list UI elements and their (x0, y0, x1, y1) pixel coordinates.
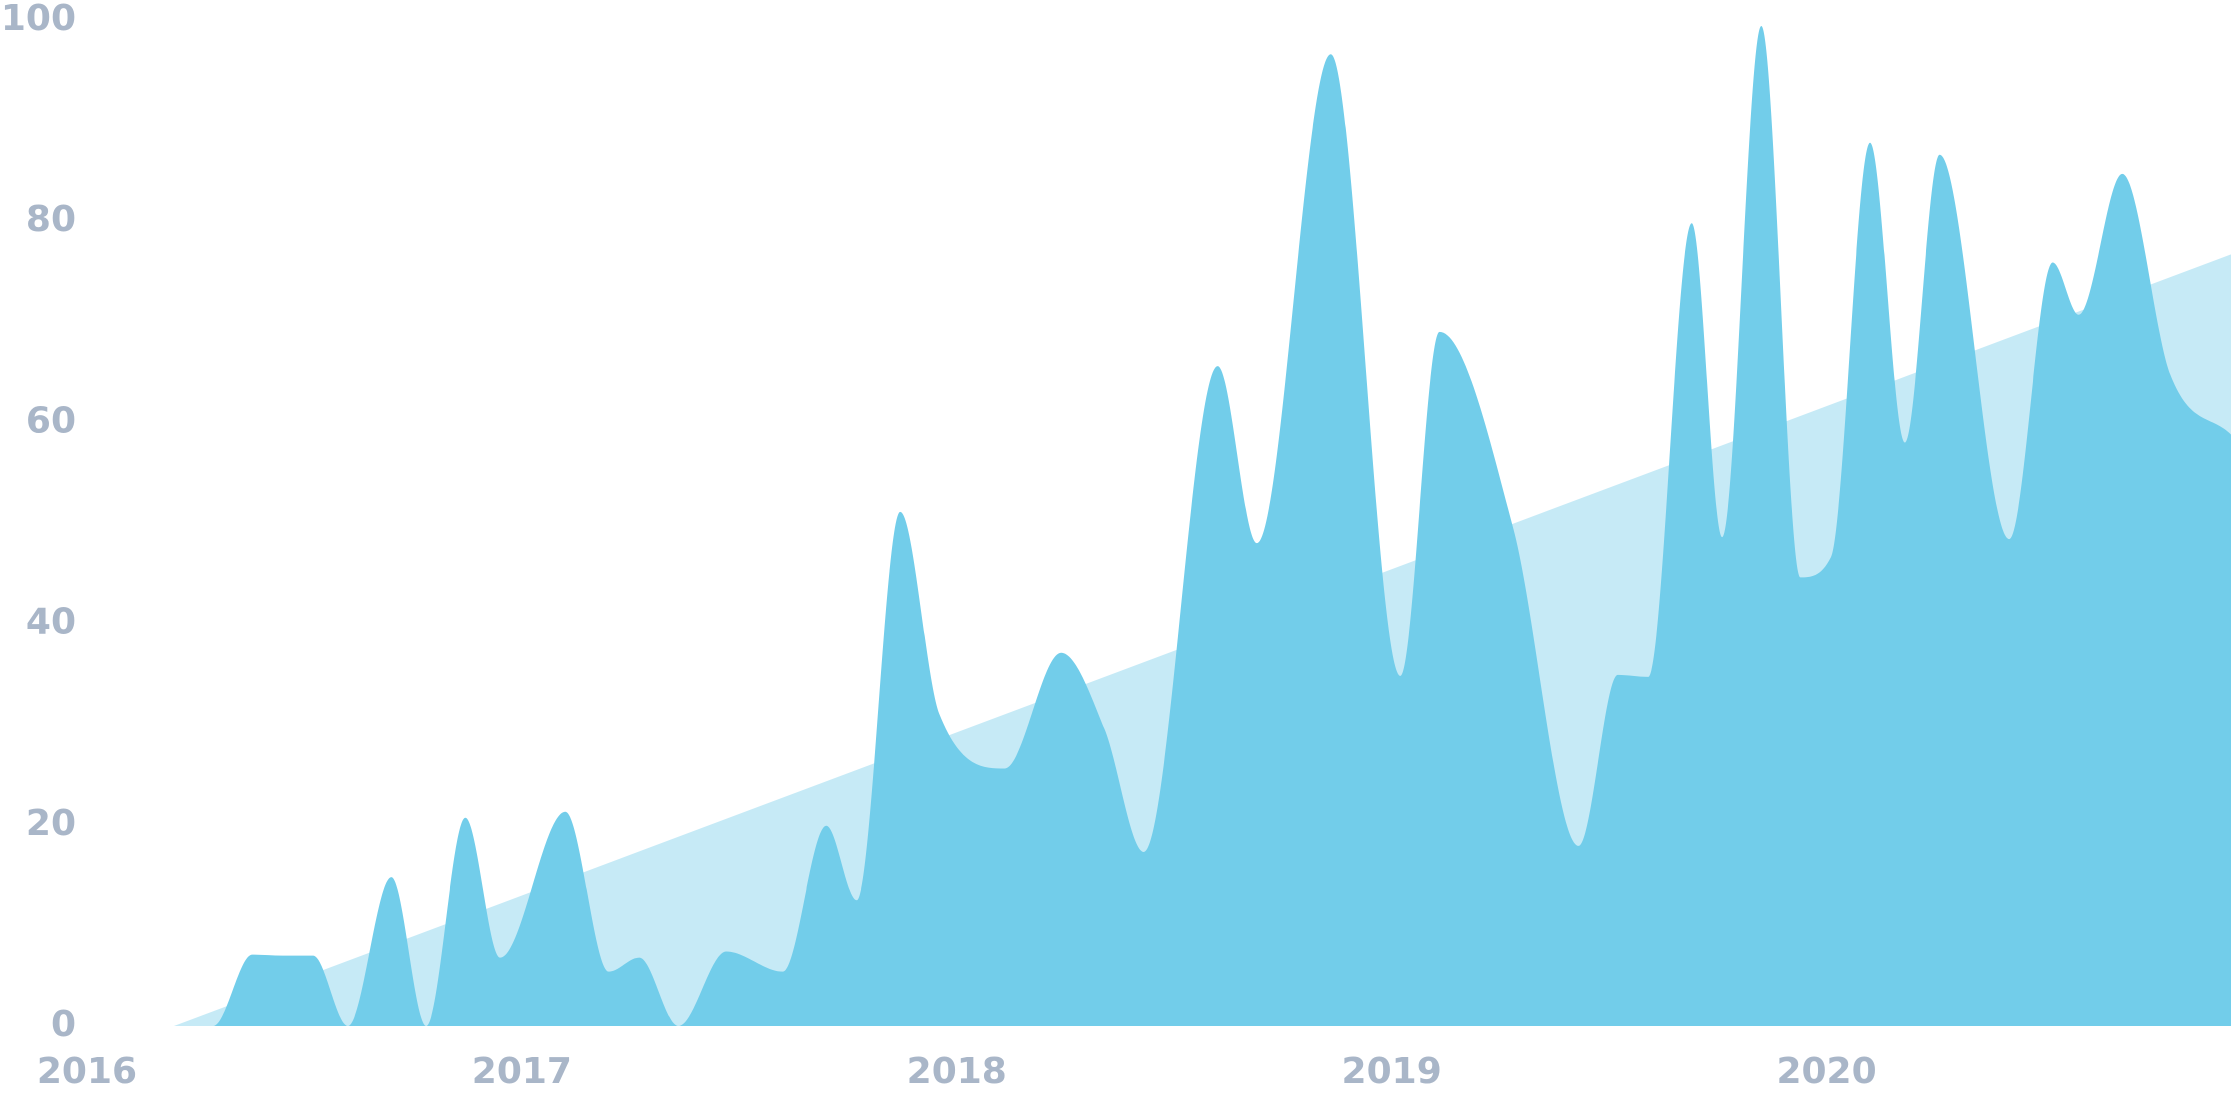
x-tick-label: 2019 (1342, 1051, 1442, 1092)
y-tick-label: 0 (51, 1004, 76, 1045)
y-tick-label: 60 (26, 400, 76, 441)
x-tick-label: 2020 (1776, 1051, 1876, 1092)
area (0, 26, 2231, 1026)
x-tick-label: 2017 (472, 1051, 572, 1092)
y-tick-label: 80 (26, 199, 76, 240)
y-tick-label: 20 (26, 803, 76, 844)
y-tick-label: 100 (1, 0, 76, 39)
x-tick-label: 2018 (907, 1051, 1007, 1092)
x-tick-label: 2016 (37, 1051, 137, 1092)
y-tick-label: 40 (26, 602, 76, 643)
